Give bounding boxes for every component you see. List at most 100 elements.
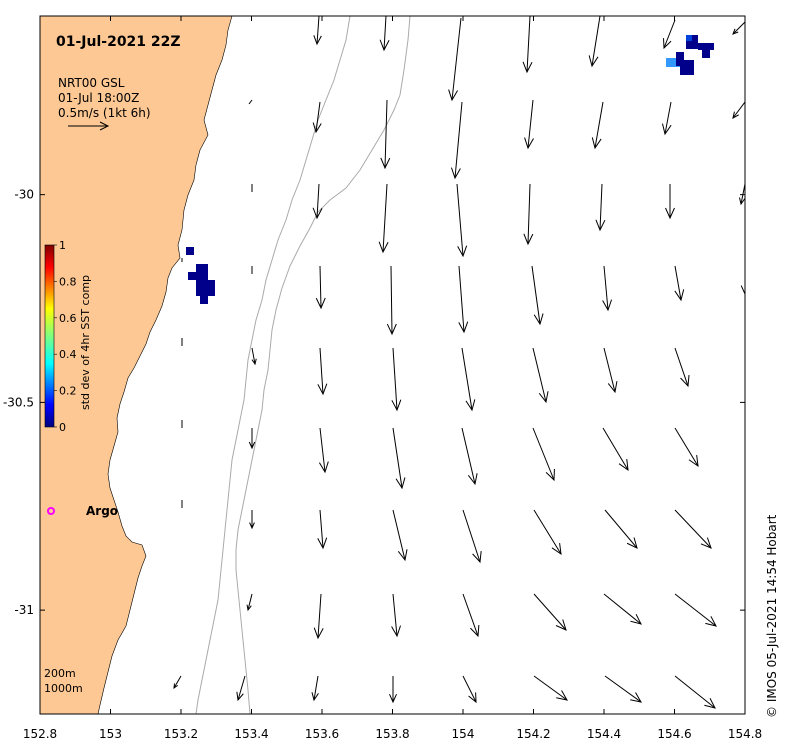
current-vector <box>533 509 562 556</box>
isobath-1000m <box>235 16 411 714</box>
current-vector <box>595 183 606 232</box>
current-vector <box>251 347 257 366</box>
current-vector <box>674 675 716 709</box>
current-vector <box>674 347 690 388</box>
legend-line-scale: 0.5m/s (1kt 6h) <box>58 106 151 120</box>
argo-label: Argo <box>86 504 118 518</box>
credit-text: © IMOS 05-Jul-2021 14:54 Hobart <box>765 514 779 718</box>
current-vector <box>313 16 322 46</box>
colorbar-tick-label: 0.8 <box>59 275 77 288</box>
current-vector <box>674 427 699 468</box>
current-vector <box>318 427 329 474</box>
sst-stddev-patch-offshore <box>666 35 714 75</box>
current-vector <box>456 183 468 258</box>
current-vector <box>523 183 534 246</box>
lon-tick-label: 153.4 <box>234 727 268 741</box>
current-vector <box>602 265 613 312</box>
current-vector <box>392 427 406 490</box>
current-vector <box>317 347 328 396</box>
colorbar-tick-label: 0.2 <box>59 385 77 398</box>
current-vector <box>378 183 389 254</box>
current-vector-field <box>173 16 745 709</box>
colorbar-tick-label: 0.6 <box>59 312 77 325</box>
current-vector <box>603 347 618 394</box>
current-vector <box>458 265 469 334</box>
current-vector <box>248 428 256 450</box>
lon-tick-label: 153 <box>99 727 122 741</box>
lon-tick-label: 154 <box>452 727 475 741</box>
sst-stddev-patch-inshore <box>186 247 215 304</box>
current-vector <box>389 676 397 704</box>
colorbar-tick-label: 1 <box>59 239 66 252</box>
current-vector <box>311 675 319 702</box>
current-vector <box>732 21 745 35</box>
current-vector <box>732 101 745 119</box>
current-vector <box>312 101 322 134</box>
isobath-200m <box>195 16 351 714</box>
scale-arrow <box>68 121 110 131</box>
axis-ticks: 152.8 153 153.2 153.4 153.6 153.8 154 154.2 154.… <box>3 16 762 741</box>
current-vector <box>246 593 253 612</box>
current-vector <box>533 675 568 701</box>
current-vector <box>604 509 638 549</box>
land-mass <box>40 16 233 714</box>
current-vector <box>739 183 745 206</box>
colorbar-tick-label: 0 <box>59 421 66 434</box>
current-vector <box>448 17 462 102</box>
current-vector <box>461 427 478 486</box>
lon-tick-label: 152.8 <box>23 727 57 741</box>
lon-tick-label: 154.2 <box>516 727 550 741</box>
current-vector <box>248 99 253 105</box>
current-vector <box>522 16 533 74</box>
current-vector <box>674 593 717 627</box>
current-vector <box>661 101 672 136</box>
current-vector <box>604 675 642 703</box>
isobath-label-200m: 200m <box>44 667 76 680</box>
current-vector <box>312 183 323 220</box>
current-vector <box>380 99 391 170</box>
current-vector <box>603 593 642 625</box>
current-vector <box>602 427 629 472</box>
lat-tick-label: -30 <box>14 188 34 202</box>
legend-line-product: NRT00 GSL <box>58 76 125 90</box>
current-vector <box>391 347 402 412</box>
current-vector <box>317 509 328 550</box>
colorbar-title: std dev of 4hr SST comp <box>79 275 92 410</box>
current-vector <box>173 675 182 690</box>
current-vector <box>392 509 408 562</box>
current-vector <box>379 16 390 52</box>
current-vector <box>532 427 555 482</box>
current-vector <box>531 265 544 326</box>
current-vector <box>391 593 402 638</box>
current-vector <box>663 19 676 50</box>
current-vector <box>462 675 477 704</box>
current-vector <box>524 99 534 150</box>
current-vector <box>665 184 675 220</box>
current-vector <box>533 593 567 631</box>
lon-tick-label: 153.6 <box>305 727 339 741</box>
current-vector <box>674 509 712 549</box>
legend-line-time: 01-Jul 18:00Z <box>58 91 139 105</box>
current-vector <box>386 265 397 336</box>
lat-tick-label: -31 <box>14 603 34 617</box>
current-vector <box>462 509 482 564</box>
lon-tick-label: 153.8 <box>375 727 409 741</box>
colorbar: 0 0.2 0.4 0.6 0.8 1 std dev of 4hr SST comp <box>44 239 92 434</box>
current-vector <box>236 675 246 702</box>
current-vector <box>462 593 480 638</box>
isobath-label-1000m: 1000m <box>44 682 83 695</box>
lat-tick-label: -30.5 <box>3 395 34 409</box>
current-vector <box>532 347 549 404</box>
current-vector <box>740 266 745 296</box>
current-vector <box>591 101 604 150</box>
colorbar-tick-label: 0.4 <box>59 348 77 361</box>
current-vector <box>588 16 601 68</box>
map-title: 01-Jul-2021 22Z <box>56 34 181 50</box>
lon-tick-label: 154.6 <box>657 727 691 741</box>
current-vector <box>315 265 326 310</box>
current-vector <box>450 101 463 180</box>
lon-tick-label: 153.2 <box>164 727 198 741</box>
current-vector <box>461 347 476 412</box>
current-vector <box>313 593 324 640</box>
